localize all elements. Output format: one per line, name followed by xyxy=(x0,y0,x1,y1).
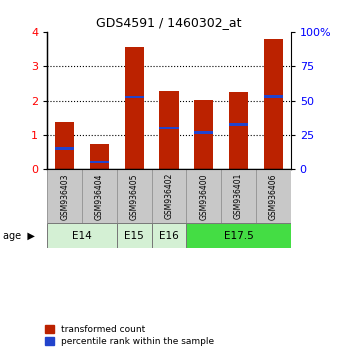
Bar xyxy=(55,122,74,169)
Bar xyxy=(160,127,178,129)
Bar xyxy=(186,169,221,223)
Bar xyxy=(82,169,117,223)
Bar xyxy=(229,92,248,169)
Bar xyxy=(160,91,178,169)
Text: GSM936406: GSM936406 xyxy=(269,173,278,219)
Text: GSM936405: GSM936405 xyxy=(130,173,139,219)
Text: GSM936402: GSM936402 xyxy=(165,173,173,219)
Bar xyxy=(90,144,109,169)
Bar xyxy=(152,169,186,223)
Bar xyxy=(90,160,109,163)
Bar xyxy=(47,169,82,223)
Bar xyxy=(256,169,291,223)
Bar xyxy=(125,96,144,98)
Bar xyxy=(125,47,144,169)
Bar xyxy=(152,223,186,248)
Text: E15: E15 xyxy=(124,230,144,240)
Text: E14: E14 xyxy=(72,230,92,240)
Text: age  ▶: age ▶ xyxy=(3,230,35,240)
Bar xyxy=(117,169,152,223)
Text: E17.5: E17.5 xyxy=(224,230,254,240)
Text: GSM936401: GSM936401 xyxy=(234,173,243,219)
Text: GSM936403: GSM936403 xyxy=(60,173,69,219)
Bar xyxy=(186,223,291,248)
Text: GSM936400: GSM936400 xyxy=(199,173,208,219)
Bar xyxy=(264,39,283,169)
Text: E16: E16 xyxy=(159,230,179,240)
Bar xyxy=(55,148,74,150)
Bar xyxy=(221,169,256,223)
Title: GDS4591 / 1460302_at: GDS4591 / 1460302_at xyxy=(96,16,242,29)
Bar xyxy=(47,223,117,248)
Text: GSM936404: GSM936404 xyxy=(95,173,104,219)
Bar xyxy=(117,223,152,248)
Bar xyxy=(229,124,248,126)
Bar xyxy=(264,95,283,98)
Legend: transformed count, percentile rank within the sample: transformed count, percentile rank withi… xyxy=(45,325,214,346)
Bar xyxy=(194,131,213,134)
Bar xyxy=(194,99,213,169)
